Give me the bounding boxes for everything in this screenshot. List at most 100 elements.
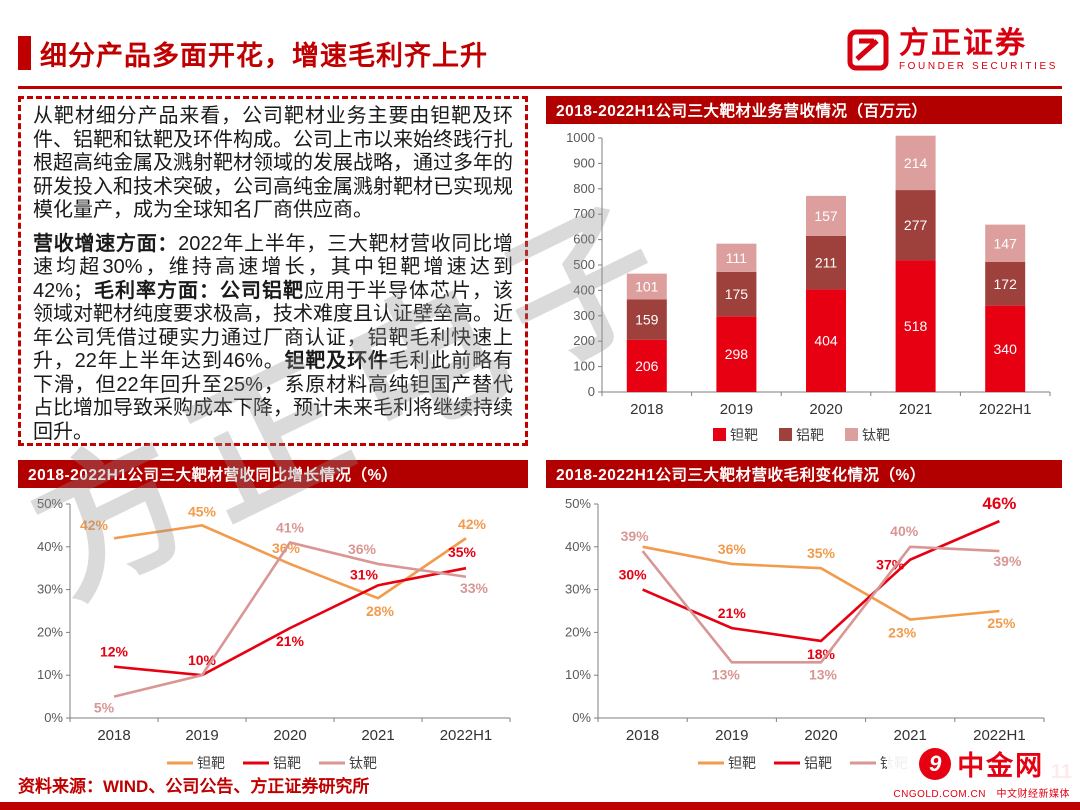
cngold-logo-icon: 9 — [919, 747, 952, 780]
svg-text:35%: 35% — [807, 545, 836, 561]
svg-text:30%: 30% — [37, 582, 63, 597]
svg-text:钛靶: 钛靶 — [862, 427, 890, 443]
svg-text:31%: 31% — [350, 566, 379, 582]
svg-text:0%: 0% — [572, 710, 591, 725]
svg-text:39%: 39% — [993, 553, 1022, 569]
footer-bar — [0, 802, 1080, 810]
svg-text:2021: 2021 — [361, 727, 394, 744]
svg-text:172: 172 — [994, 276, 1018, 292]
page-title: 细分产品多面开花，增速毛利齐上升 — [40, 41, 488, 71]
svg-text:42%: 42% — [458, 516, 487, 532]
svg-text:700: 700 — [573, 206, 595, 221]
svg-text:5%: 5% — [94, 700, 115, 716]
svg-text:0%: 0% — [44, 710, 63, 725]
svg-text:42%: 42% — [80, 517, 109, 533]
svg-text:钽靶: 钽靶 — [730, 427, 758, 443]
svg-text:18%: 18% — [807, 646, 836, 662]
svg-text:36%: 36% — [718, 541, 747, 557]
svg-text:500: 500 — [573, 257, 595, 272]
svg-text:159: 159 — [635, 311, 659, 327]
svg-text:35%: 35% — [448, 544, 477, 560]
svg-text:200: 200 — [573, 333, 595, 348]
svg-text:2019: 2019 — [720, 401, 753, 418]
svg-text:147: 147 — [994, 235, 1018, 251]
svg-text:2020: 2020 — [804, 727, 837, 744]
svg-text:37%: 37% — [876, 557, 905, 573]
growth-chart-card: 2018-2022H1公司三大靶材营收同比增长情况（%） 0% 10% 20% 30%… — [18, 460, 528, 778]
svg-text:13%: 13% — [809, 666, 838, 682]
svg-text:2019: 2019 — [185, 727, 218, 744]
margin-line-chart: 0% 10% 20% 30% 40% 50% 2018 2019 2020 2021 2022H1 3… — [565, 494, 1045, 771]
analysis-text-panel: 从靶材细分产品来看，公司靶材业务主要由钽靶及环件、铝靶和钛靶及环件构成。公司上市… — [18, 96, 528, 446]
cngold-subtitle: CNGOLD.COM.CN 中文财经新媒体 — [893, 789, 1070, 800]
svg-text:2018: 2018 — [97, 727, 130, 744]
svg-text:钽靶: 钽靶 — [728, 755, 756, 771]
growth-chart-title: 2018-2022H1公司三大靶材营收同比增长情况（%） — [18, 460, 528, 488]
svg-text:10%: 10% — [37, 667, 63, 682]
svg-text:2021: 2021 — [899, 401, 932, 418]
founder-securities-logo: 方正证券 FOUNDER SECURITIES — [846, 28, 1058, 72]
svg-text:2018: 2018 — [626, 727, 659, 744]
svg-text:50%: 50% — [565, 496, 591, 511]
svg-text:404: 404 — [814, 333, 838, 349]
svg-text:400: 400 — [573, 282, 595, 297]
analysis-text: 从靶材细分产品来看，公司靶材业务主要由钽靶及环件、铝靶和钛靶及环件构成。公司上市… — [33, 105, 514, 443]
margin-chart-card: 2018-2022H1公司三大靶材营收毛利变化情况（%） 0% 10% 20% 30%… — [546, 460, 1062, 778]
svg-text:518: 518 — [904, 318, 928, 334]
svg-text:13%: 13% — [712, 666, 741, 682]
svg-text:12%: 12% — [100, 644, 129, 660]
svg-text:33%: 33% — [460, 580, 489, 596]
svg-text:20%: 20% — [565, 624, 591, 639]
cngold-logo: 9 中金网 CNGOLD.COM.CN 中文财经新媒体 — [887, 742, 1076, 802]
svg-text:30%: 30% — [565, 582, 591, 597]
svg-text:2022H1: 2022H1 — [440, 727, 493, 744]
svg-text:28%: 28% — [366, 603, 395, 619]
logo-subtitle: FOUNDER SECURITIES — [898, 60, 1058, 72]
svg-text:40%: 40% — [37, 539, 63, 554]
svg-text:钛靶: 钛靶 — [349, 755, 377, 771]
svg-text:23%: 23% — [888, 625, 917, 641]
growth-line-chart: 0% 10% 20% 30% 40% 50% 2018 2019 2020 2021 2022H1 4… — [37, 496, 511, 771]
header-divider — [18, 86, 1062, 89]
title-accent-bar — [18, 36, 31, 70]
svg-text:214: 214 — [904, 155, 928, 171]
svg-text:铝靶: 铝靶 — [804, 755, 832, 771]
svg-text:30%: 30% — [619, 567, 648, 583]
source-note: 资料来源：WIND、公司公告、方正证券研究所 — [18, 777, 370, 796]
svg-text:21%: 21% — [276, 633, 305, 649]
logo-name: 方正证券 — [898, 27, 1027, 60]
svg-text:157: 157 — [814, 208, 838, 224]
svg-text:10%: 10% — [565, 667, 591, 682]
svg-text:36%: 36% — [348, 541, 377, 557]
svg-text:40%: 40% — [565, 539, 591, 554]
svg-text:40%: 40% — [890, 523, 919, 539]
cngold-name: 中金网 — [957, 751, 1045, 781]
svg-text:211: 211 — [815, 255, 838, 271]
svg-text:2020: 2020 — [273, 727, 306, 744]
svg-text:206: 206 — [635, 358, 659, 374]
svg-text:298: 298 — [725, 346, 749, 362]
svg-text:2022H1: 2022H1 — [979, 401, 1032, 418]
svg-text:0: 0 — [588, 384, 595, 399]
svg-text:277: 277 — [904, 217, 928, 233]
revenue-stacked-bar-chart: 0 100 200 300 400 500 600 700 800 900 1000 2018 2019… — [566, 130, 1051, 443]
svg-text:100: 100 — [573, 359, 595, 374]
svg-text:111: 111 — [726, 250, 747, 266]
svg-text:39%: 39% — [621, 528, 650, 544]
svg-text:900: 900 — [573, 155, 595, 170]
svg-text:800: 800 — [573, 181, 595, 196]
svg-text:25%: 25% — [987, 615, 1016, 631]
svg-text:46%: 46% — [982, 494, 1016, 513]
svg-text:铝靶: 铝靶 — [273, 755, 301, 771]
founder-logo-icon — [847, 29, 889, 71]
svg-text:2020: 2020 — [809, 401, 842, 418]
svg-text:2019: 2019 — [715, 727, 748, 744]
svg-text:20%: 20% — [37, 624, 63, 639]
svg-text:钽靶: 钽靶 — [197, 755, 225, 771]
svg-text:2022H1: 2022H1 — [973, 727, 1026, 744]
svg-text:1000: 1000 — [566, 130, 595, 145]
revenue-chart-card: 2018-2022H1公司三大靶材业务营收情况（百万元） 0 100 200 300 4… — [546, 96, 1062, 450]
svg-text:2021: 2021 — [894, 727, 927, 744]
svg-text:铝靶: 铝靶 — [796, 427, 824, 443]
